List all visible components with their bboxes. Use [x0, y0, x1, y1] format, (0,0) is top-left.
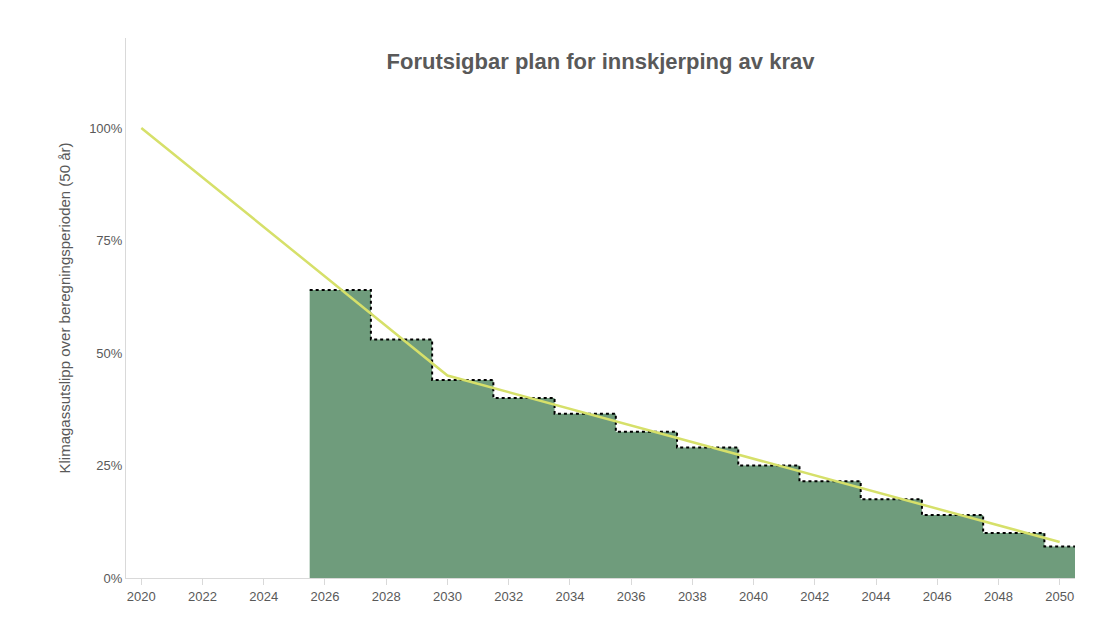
svg-text:75%: 75% — [96, 233, 122, 248]
svg-text:2032: 2032 — [494, 589, 523, 604]
svg-text:2050: 2050 — [1045, 589, 1074, 604]
svg-text:2020: 2020 — [127, 589, 156, 604]
svg-text:2036: 2036 — [617, 589, 646, 604]
svg-text:25%: 25% — [96, 458, 122, 473]
svg-text:2046: 2046 — [923, 589, 952, 604]
svg-text:2022: 2022 — [188, 589, 217, 604]
svg-text:2034: 2034 — [555, 589, 584, 604]
svg-text:2038: 2038 — [678, 589, 707, 604]
svg-text:2042: 2042 — [800, 589, 829, 604]
svg-text:2044: 2044 — [862, 589, 891, 604]
svg-text:Forutsigbar plan for innskjerp: Forutsigbar plan for innskjerping av kra… — [387, 49, 816, 74]
svg-text:2028: 2028 — [372, 589, 401, 604]
svg-text:2030: 2030 — [433, 589, 462, 604]
svg-text:2026: 2026 — [311, 589, 340, 604]
svg-text:Klimagassutslipp over beregnin: Klimagassutslipp over beregningsperioden… — [56, 142, 73, 473]
svg-text:0%: 0% — [104, 571, 123, 586]
svg-text:2048: 2048 — [984, 589, 1013, 604]
svg-text:100%: 100% — [89, 121, 123, 136]
svg-text:2024: 2024 — [249, 589, 278, 604]
svg-text:50%: 50% — [96, 346, 122, 361]
svg-text:2040: 2040 — [739, 589, 768, 604]
